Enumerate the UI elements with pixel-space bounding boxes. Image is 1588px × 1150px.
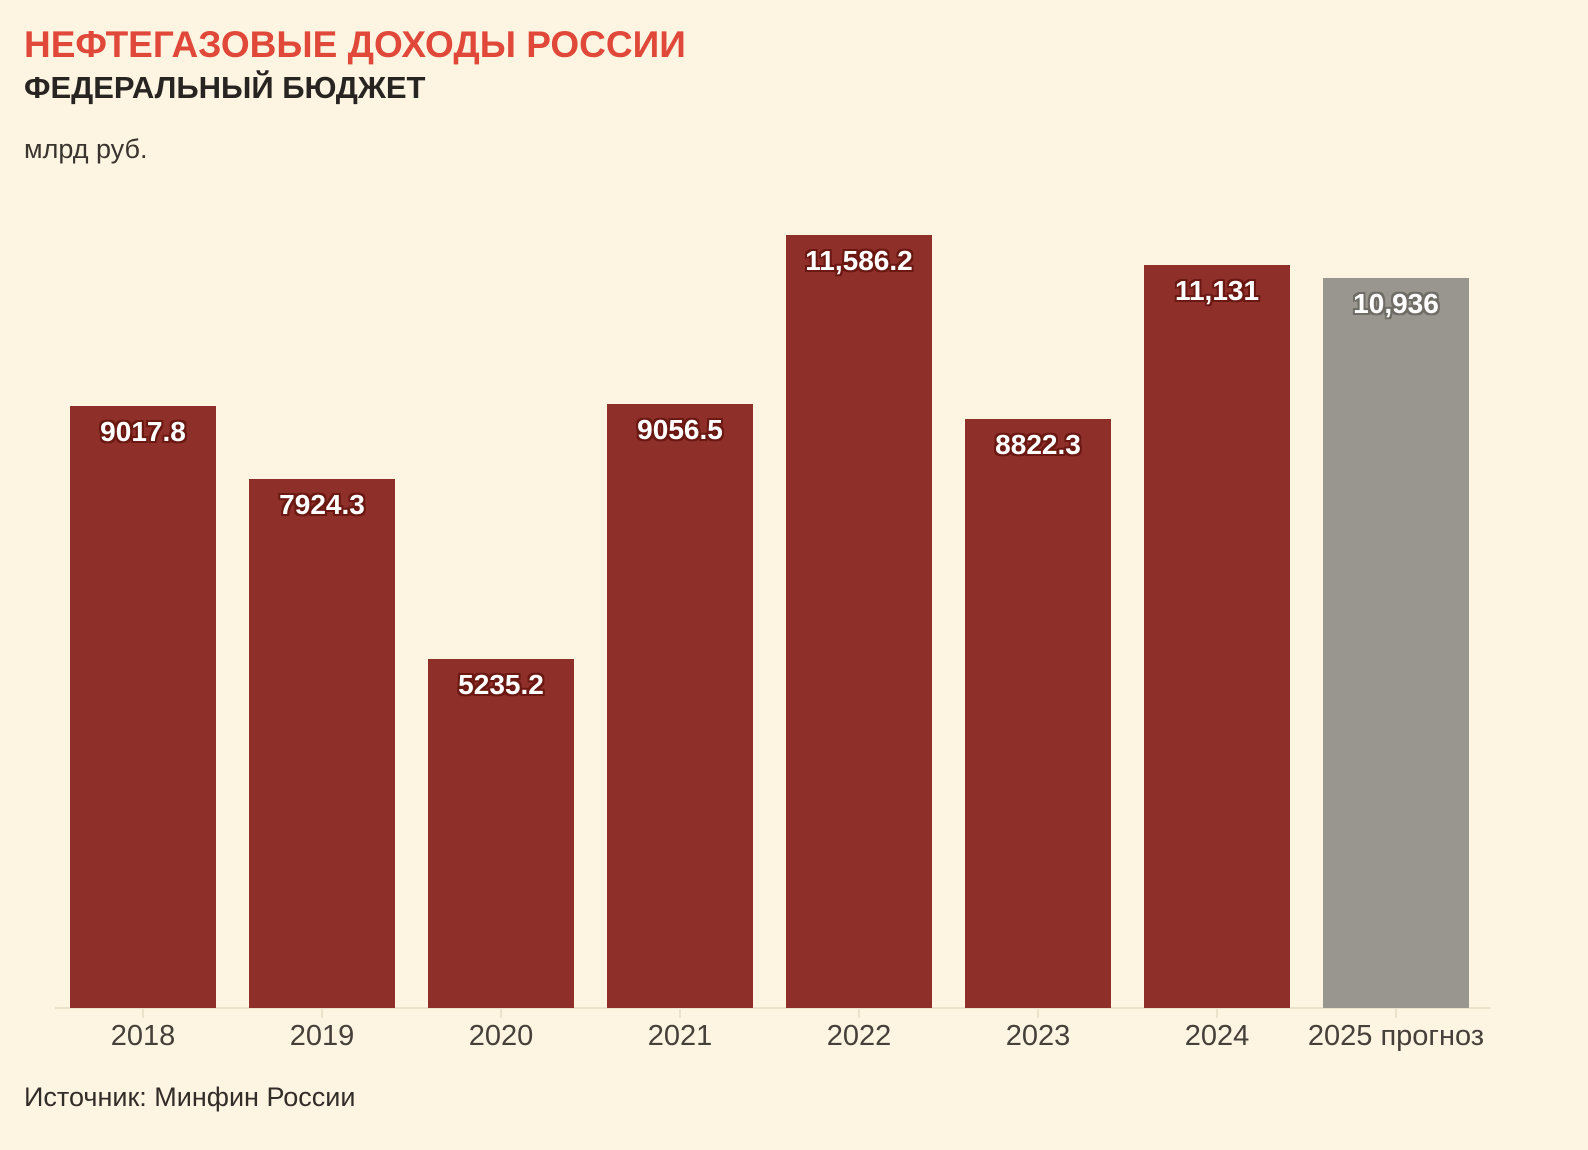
bar-value-label-2019: 7924.3 — [279, 489, 365, 520]
x-axis-tick-2022 — [858, 1009, 860, 1018]
bar-2022: 11,586.2 — [786, 235, 932, 1008]
bar-2021: 9056.5 — [607, 404, 753, 1008]
bar-2018: 9017.8 — [70, 406, 216, 1008]
x-axis-tick-2024 — [1216, 1009, 1218, 1018]
x-axis-tick-2018 — [142, 1009, 144, 1018]
bar-value-label-2020: 5235.2 — [458, 669, 544, 700]
bar-2023: 8822.3 — [965, 419, 1111, 1008]
x-axis-label-2025: 2025 прогноз — [1307, 1020, 1485, 1052]
bar-value-label-2024: 11,131 — [1174, 275, 1260, 306]
chart-header: НЕФТЕГАЗОВЫЕ ДОХОДЫ РОССИИ ФЕДЕРАЛЬНЫЙ Б… — [24, 24, 686, 165]
page-title: НЕФТЕГАЗОВЫЕ ДОХОДЫ РОССИИ — [24, 24, 686, 65]
bar-2024: 11,131 — [1144, 265, 1290, 1008]
bar-value-label-2021: 9056.5 — [637, 414, 723, 445]
source-label: Источник: Минфин России — [24, 1082, 356, 1112]
x-axis-tick-2019 — [321, 1009, 323, 1018]
bar-value-label-2025: 10,936 — [1353, 288, 1439, 319]
x-axis-tick-2023 — [1037, 1009, 1039, 1018]
unit-label: млрд руб. — [24, 133, 148, 164]
x-axis-label-2022: 2022 — [826, 1020, 892, 1052]
x-axis-line — [55, 1007, 1490, 1009]
x-axis-label-2018: 2018 — [110, 1020, 176, 1052]
bar-2025: 10,936 — [1323, 278, 1469, 1008]
x-axis-label-2023: 2023 — [1005, 1020, 1071, 1052]
bar-value-label-2022: 11,586.2 — [805, 245, 913, 276]
bar-2019: 7924.3 — [249, 479, 395, 1008]
bar-2020: 5235.2 — [428, 659, 574, 1008]
bar-value-label-2023: 8822.3 — [995, 429, 1081, 460]
page-subtitle: ФЕДЕРАЛЬНЫЙ БЮДЖЕТ — [24, 69, 426, 105]
x-axis-tick-2020 — [500, 1009, 502, 1018]
bar-value-label-2018: 9017.8 — [100, 416, 186, 447]
x-axis-tick-2025 — [1395, 1009, 1397, 1018]
x-axis-label-2020: 2020 — [468, 1020, 534, 1052]
x-axis-label-2024: 2024 — [1184, 1020, 1250, 1052]
x-axis-label-2019: 2019 — [289, 1020, 355, 1052]
bars-container: 9017.8 7924.3 5235.2 9056.5 11,586.2 8822.3 11… — [70, 228, 1469, 1008]
x-axis-label-2021: 2021 — [647, 1020, 713, 1052]
x-axis-tick-2021 — [679, 1009, 681, 1018]
